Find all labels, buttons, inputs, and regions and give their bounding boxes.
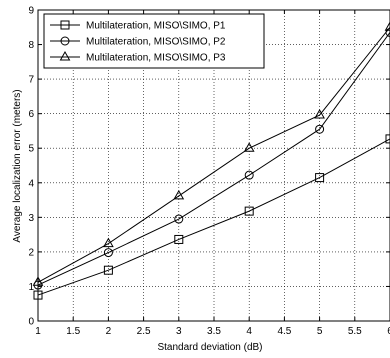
data-point-1 <box>174 234 184 244</box>
x-tick-label: 4.5 <box>277 326 291 337</box>
data-point-2 <box>315 124 325 134</box>
y-tick-label: 0 <box>28 317 34 328</box>
data-point-3 <box>103 237 114 248</box>
y-tick-label: 9 <box>28 6 34 17</box>
legend-swatch-marker <box>60 36 70 46</box>
data-point-3 <box>384 21 390 31</box>
plot-frame <box>37 9 390 322</box>
legend-entry: Multilateration, MISO\SIMO, P2 <box>86 37 226 48</box>
x-axis-label: Standard deviation (dB) <box>157 342 262 353</box>
data-point-3 <box>173 189 185 200</box>
axes <box>37 9 390 322</box>
legend: Multilateration, MISO\SIMO, P1 Multilater… <box>43 13 265 69</box>
data-point-2 <box>174 214 184 224</box>
series-line-3 <box>37 26 390 283</box>
legend-swatch-marker <box>59 50 71 61</box>
y-tick-label: 3 <box>28 213 34 224</box>
series-group <box>32 21 390 300</box>
y-tick-label: 5 <box>28 144 34 155</box>
data-point-2 <box>103 248 113 258</box>
data-point-1 <box>244 206 254 216</box>
y-tick-label: 8 <box>28 40 34 51</box>
x-tick-label: 1.5 <box>66 326 80 337</box>
data-point-2 <box>244 170 254 180</box>
data-point-3 <box>314 109 325 119</box>
legend-entry: Multilateration, MISO\SIMO, P1 <box>86 21 226 32</box>
x-tick-label: 5 <box>317 326 323 337</box>
y-tick-label: 2 <box>28 247 34 258</box>
y-tick-label: 1 <box>28 282 34 293</box>
x-tick-label: 4 <box>246 326 252 337</box>
y-tick-label: 7 <box>28 75 34 86</box>
x-tick-label: 5.5 <box>348 326 362 337</box>
y-tick-label: 4 <box>28 178 34 189</box>
x-tick-label: 6 <box>387 326 390 337</box>
legend-box <box>43 13 265 69</box>
legend-entry: Multilateration, MISO\SIMO, P3 <box>86 53 226 64</box>
data-point-1 <box>103 265 113 275</box>
x-tick-label: 3 <box>176 326 182 337</box>
x-tick-label: 3.5 <box>207 326 221 337</box>
data-point-3 <box>243 142 255 152</box>
series-line-2 <box>37 32 390 286</box>
data-point-1 <box>315 173 325 183</box>
data-point-1 <box>385 134 390 144</box>
tick-labels: 11.522.533.544.555.560123456789 <box>28 6 390 338</box>
x-tick-label: 2 <box>106 326 112 337</box>
x-tick-label: 2.5 <box>137 326 151 337</box>
y-tick-label: 6 <box>28 109 34 120</box>
x-tick-label: 1 <box>35 326 41 337</box>
legend-swatch-marker <box>60 20 70 30</box>
y-axis-label: Average localization error (meters) <box>12 89 23 242</box>
series-line-1 <box>37 138 390 296</box>
